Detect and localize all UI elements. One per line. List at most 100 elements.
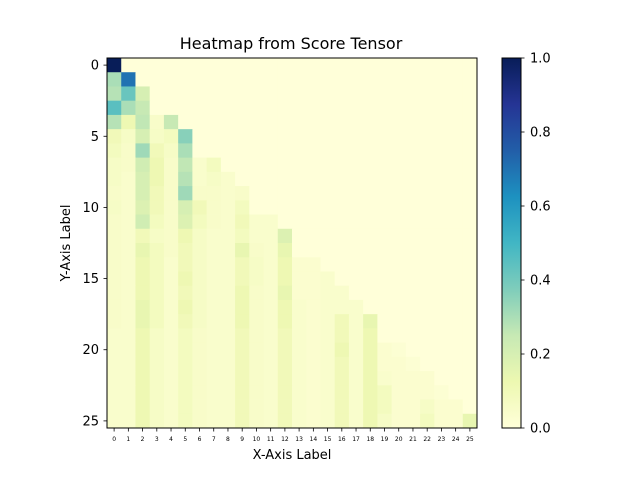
x-tick-label: 15: [324, 436, 332, 443]
heatmap-cell: [462, 186, 478, 201]
heatmap-cell: [420, 285, 435, 301]
heatmap-cell: [107, 228, 122, 244]
heatmap-cell: [420, 58, 435, 73]
heatmap-cell: [348, 356, 364, 372]
heatmap-cell: [192, 413, 208, 429]
heatmap-cell: [235, 299, 250, 315]
heatmap-cell: [391, 328, 407, 344]
heatmap-cell: [220, 58, 236, 73]
heatmap-cell: [334, 228, 350, 244]
heatmap-cell: [107, 100, 122, 116]
heatmap-cell: [277, 114, 293, 130]
heatmap-cell: [249, 314, 264, 329]
y-axis: 0 5 10 15 20 25: [82, 59, 107, 429]
heatmap-cell: [377, 86, 393, 102]
heatmap-cell: [306, 129, 321, 144]
heatmap-cell: [405, 314, 421, 329]
heatmap-cell: [377, 243, 393, 258]
heatmap-cell: [249, 228, 264, 244]
heatmap-cell: [334, 186, 350, 201]
heatmap-cell: [320, 299, 336, 315]
heatmap-cell: [448, 314, 464, 329]
heatmap-cell: [235, 200, 250, 215]
heatmap-cell: [263, 413, 279, 429]
heatmap-cell: [405, 243, 421, 258]
heatmap-cell: [377, 72, 393, 87]
heatmap-cell: [220, 214, 236, 230]
heatmap-cell: [163, 371, 179, 386]
heatmap-cell: [363, 356, 378, 372]
heatmap-cell: [277, 72, 293, 87]
heatmap-cell: [121, 243, 136, 258]
heatmap-cell: [377, 58, 393, 73]
heatmap-cell: [334, 129, 350, 144]
heatmap-cell: [391, 86, 407, 102]
x-tick-label: 24: [452, 436, 460, 443]
heatmap-cell: [121, 114, 136, 130]
heatmap-cell: [306, 285, 321, 301]
heatmap-cells: [107, 58, 478, 429]
heatmap-cell: [277, 214, 293, 230]
heatmap-cell: [163, 299, 179, 315]
heatmap-cell: [391, 385, 407, 400]
heatmap-cell: [121, 86, 136, 102]
heatmap-cell: [348, 413, 364, 429]
heatmap-cell: [434, 385, 449, 400]
heatmap-cell: [348, 171, 364, 187]
heatmap-cell: [121, 171, 136, 187]
heatmap-cell: [391, 257, 407, 272]
heatmap-cell: [434, 86, 449, 102]
heatmap-cell: [220, 314, 236, 329]
heatmap-cell: [220, 285, 236, 301]
colorbar-tick-label: 1.0: [530, 52, 551, 67]
heatmap-cell: [178, 58, 193, 73]
heatmap-cell: [391, 171, 407, 187]
heatmap-cell: [249, 271, 264, 287]
heatmap-cell: [391, 228, 407, 244]
heatmap-cell: [391, 143, 407, 159]
heatmap-cell: [292, 314, 307, 329]
heatmap-cell: [434, 214, 449, 230]
heatmap-cell: [178, 314, 193, 329]
heatmap-cell: [149, 214, 165, 230]
heatmap-cell: [121, 157, 136, 173]
y-tick-label: 20: [82, 343, 99, 358]
heatmap-cell: [405, 342, 421, 358]
heatmap-cell: [107, 143, 122, 159]
heatmap-cell: [292, 385, 307, 400]
heatmap-cell: [206, 214, 222, 230]
heatmap-cell: [178, 72, 193, 87]
heatmap-cell: [149, 72, 165, 87]
heatmap-cell: [249, 58, 264, 73]
heatmap-cell: [192, 58, 208, 73]
heatmap-cell: [121, 371, 136, 386]
heatmap-cell: [178, 328, 193, 344]
heatmap-cell: [391, 186, 407, 201]
heatmap-cell: [135, 171, 151, 187]
heatmap-cell: [178, 157, 193, 173]
heatmap-cell: [263, 285, 279, 301]
heatmap-cell: [192, 342, 208, 358]
heatmap-cell: [149, 186, 165, 201]
heatmap-cell: [192, 271, 208, 287]
heatmap-cell: [121, 314, 136, 329]
heatmap-cell: [235, 243, 250, 258]
heatmap-cell: [178, 143, 193, 159]
heatmap-cell: [206, 72, 222, 87]
heatmap-cell: [121, 299, 136, 315]
heatmap-cell: [263, 100, 279, 116]
heatmap-cell: [277, 228, 293, 244]
heatmap-cell: [107, 86, 122, 102]
heatmap-cell: [235, 58, 250, 73]
heatmap-cell: [277, 314, 293, 329]
heatmap-cell: [192, 171, 208, 187]
heatmap-cell: [107, 399, 122, 415]
heatmap-cell: [263, 257, 279, 272]
heatmap-cell: [462, 257, 478, 272]
heatmap-cell: [377, 271, 393, 287]
heatmap-cell: [292, 200, 307, 215]
heatmap-cell: [363, 413, 378, 429]
heatmap-cell: [420, 356, 435, 372]
heatmap-cell: [462, 342, 478, 358]
heatmap-cell: [135, 143, 151, 159]
